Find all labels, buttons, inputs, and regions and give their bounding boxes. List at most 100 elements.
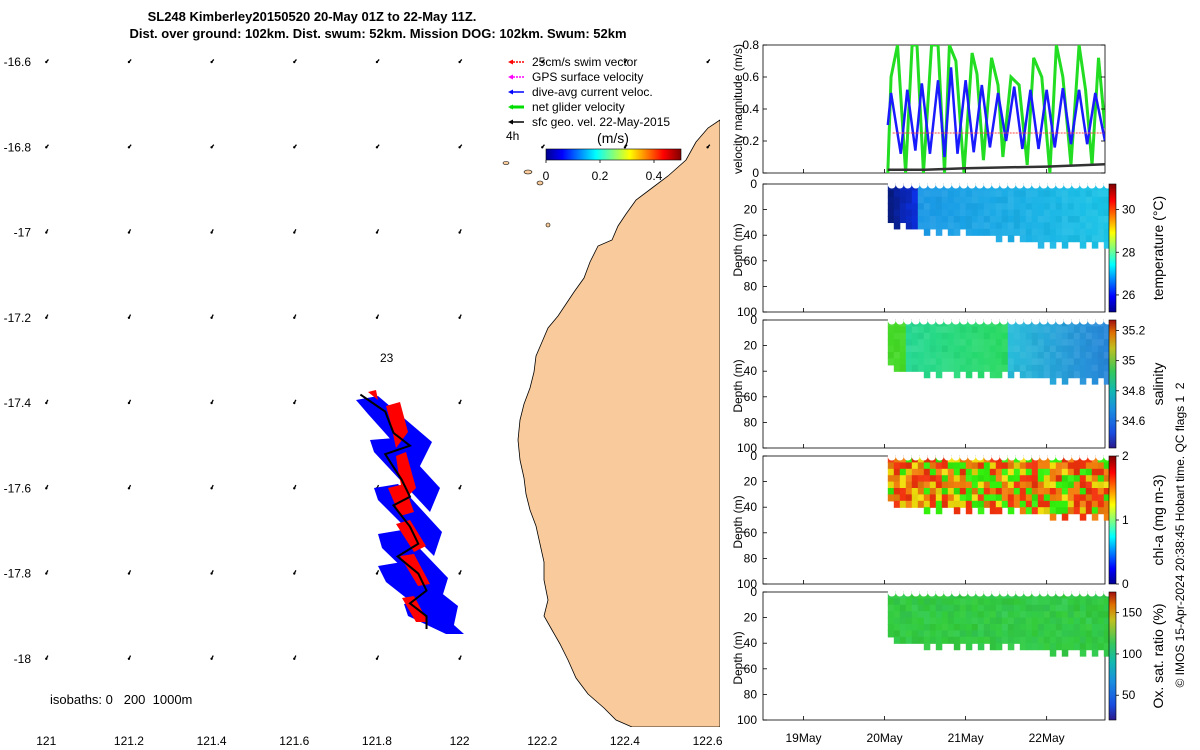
section-cell	[1019, 598, 1027, 606]
current-arrow-tail	[458, 657, 461, 660]
section-cell	[983, 488, 991, 496]
section-cell	[911, 475, 919, 483]
section-cell	[1013, 332, 1021, 340]
profile-top-scallop	[1031, 588, 1040, 597]
profile-top-scallop	[967, 452, 976, 461]
section-cell	[989, 488, 997, 496]
section-cell	[1055, 364, 1063, 372]
section-cell	[899, 339, 907, 347]
section-cell	[1097, 326, 1105, 334]
section-cell	[1037, 468, 1045, 476]
section-cell	[935, 598, 943, 606]
section-cell	[983, 630, 991, 638]
section-cell	[1067, 222, 1075, 230]
section-cell	[1073, 611, 1081, 619]
section-cell	[1037, 643, 1045, 651]
section-cell	[1007, 475, 1015, 483]
section-cell	[1013, 222, 1021, 230]
section-cell	[1091, 488, 1099, 496]
profile-top-scallop	[959, 452, 968, 461]
section-cell	[1049, 235, 1057, 243]
section-cell	[1067, 630, 1075, 638]
section-cell	[1073, 190, 1081, 198]
time-tick-label: 22May	[1029, 731, 1065, 745]
section-cell	[959, 468, 967, 476]
island	[523, 169, 533, 175]
section-cell	[1061, 462, 1069, 470]
section-cell	[899, 190, 907, 198]
section-cell	[1079, 624, 1087, 632]
island	[502, 161, 510, 165]
section-cell	[971, 196, 979, 204]
section-cell	[941, 184, 949, 192]
section-cell	[1043, 326, 1051, 334]
section-cell	[1013, 475, 1021, 483]
section-cell	[965, 488, 973, 496]
section-cell	[989, 604, 997, 612]
profile-top-scallop	[1031, 180, 1040, 189]
section-cell	[1049, 339, 1057, 347]
section-cell	[1013, 196, 1021, 204]
section-cell	[1079, 190, 1087, 198]
section-cell	[1049, 643, 1057, 651]
section-cell	[965, 643, 973, 651]
section-cell	[959, 500, 967, 508]
section-cell	[1001, 617, 1009, 625]
section-cell	[1061, 636, 1069, 644]
section-cell	[887, 209, 895, 217]
depth-y-tick-label: 100	[737, 713, 757, 727]
section-cell	[1085, 598, 1093, 606]
depth-y-tick-label: 80	[744, 415, 758, 429]
section-cell	[1097, 364, 1105, 372]
section-cell	[1079, 494, 1087, 502]
profile-top-scallop	[983, 316, 992, 325]
section-cell	[953, 494, 961, 502]
section-cell	[899, 468, 907, 476]
section-cell	[923, 624, 931, 632]
section-cell	[995, 339, 1003, 347]
section-cell	[1085, 196, 1093, 204]
section-cell	[1037, 611, 1045, 619]
section-cell	[899, 326, 907, 334]
section-cell	[1031, 481, 1039, 489]
profile-top-scallop	[983, 588, 992, 597]
section-cell	[1091, 345, 1099, 353]
section-cell	[1025, 488, 1033, 496]
section-cell	[893, 456, 901, 464]
section-cell	[1091, 377, 1099, 385]
section-cell	[899, 500, 907, 508]
section-cell	[1043, 481, 1051, 489]
section-cell	[1007, 235, 1015, 243]
section-cell	[965, 494, 973, 502]
section-cell	[1049, 507, 1057, 515]
section-cell	[1031, 196, 1039, 204]
section-cell	[941, 481, 949, 489]
section-cell	[1025, 624, 1033, 632]
section-cell	[1055, 611, 1063, 619]
section-cell	[965, 320, 973, 328]
profile-top-scallop	[927, 452, 936, 461]
profile-top-scallop	[975, 588, 984, 597]
section-cell	[1079, 209, 1087, 217]
section-cell	[947, 222, 955, 230]
profile-top-scallop	[975, 316, 984, 325]
section-cell	[995, 636, 1003, 644]
section-cell	[1079, 643, 1087, 651]
section-cell	[1085, 216, 1093, 224]
section-cell	[1091, 494, 1099, 502]
section-cell	[1091, 624, 1099, 632]
section-cell	[1103, 332, 1111, 340]
profile-top-scallop	[1079, 316, 1088, 325]
map-x-tick-label: 121.8	[362, 734, 392, 748]
section-cell	[1103, 481, 1111, 489]
section-cell	[971, 475, 979, 483]
section-cell	[1031, 494, 1039, 502]
section-cell	[923, 345, 931, 353]
section-cell	[905, 216, 913, 224]
section-cell	[1013, 500, 1021, 508]
section-cell	[1037, 488, 1045, 496]
section-cell	[899, 209, 907, 217]
section-cell	[941, 611, 949, 619]
section-cell	[1025, 468, 1033, 476]
section-cell	[1019, 358, 1027, 366]
